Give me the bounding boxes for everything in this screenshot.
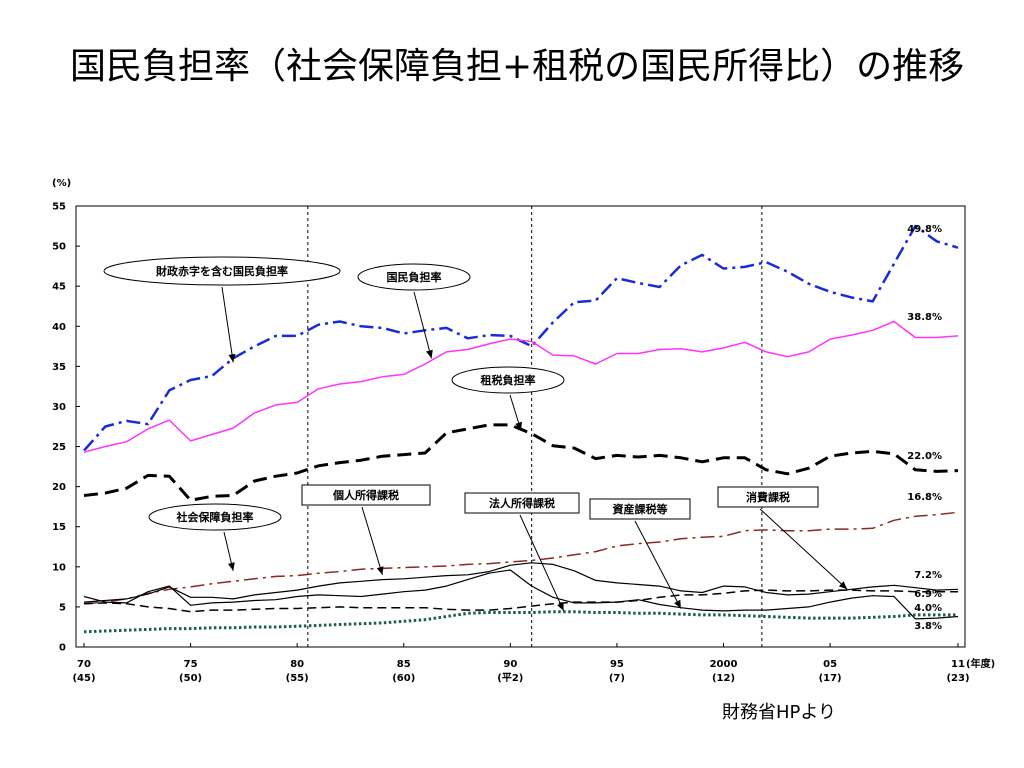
x-tick-label: 70	[77, 659, 91, 670]
x-tick-label: 90	[503, 659, 517, 670]
callout-arrowhead	[515, 421, 522, 431]
callout-box	[464, 492, 580, 514]
callout-leader	[759, 508, 848, 590]
x-tick-sublabel: (60)	[392, 673, 415, 684]
x-tick-sublabel: (45)	[72, 673, 95, 684]
callout-ellipse	[148, 503, 282, 531]
x-axis-unit: (年度)	[966, 657, 995, 670]
callout-label: 国民負担率	[387, 270, 442, 284]
callout-ellipse	[103, 256, 341, 286]
callout-leader	[413, 291, 432, 359]
x-tick-sublabel: (17)	[819, 673, 842, 684]
series-end-label: 6.9%	[914, 589, 942, 600]
series-line-4	[83, 511, 959, 605]
callout-arrowhead	[376, 566, 384, 575]
y-tick-label: 5	[59, 602, 66, 613]
callout-leader	[221, 286, 234, 363]
y-tick-label: 0	[59, 643, 66, 654]
series-end-label: 16.8%	[907, 492, 942, 503]
callout-box	[301, 484, 431, 506]
y-tick-label: 55	[52, 202, 66, 213]
plot-frame	[75, 205, 966, 648]
x-tick-sublabel: (7)	[609, 673, 625, 684]
y-tick-label: 10	[52, 562, 66, 573]
x-tick-sublabel: (23)	[946, 673, 969, 684]
x-tick-label: 05	[823, 659, 837, 670]
source-credit: 財務省HPより	[722, 702, 837, 723]
callout-ellipse	[451, 366, 565, 394]
x-tick-label: 85	[397, 659, 411, 670]
callout-label: 資産課税等	[613, 502, 668, 516]
callout-label: 財政赤字を含む国民負担率	[155, 264, 288, 278]
series-line-6	[83, 569, 959, 620]
y-tick-label: 15	[52, 522, 66, 533]
x-tick-label: 80	[290, 659, 304, 670]
callout-box	[589, 498, 691, 520]
series-line-5	[83, 562, 959, 603]
series-line-7	[83, 589, 958, 613]
series-end-label: 22.0%	[907, 451, 942, 462]
callout-arrowhead	[228, 562, 235, 571]
series-end-label: 49.8%	[907, 224, 942, 235]
series-line-2	[83, 320, 959, 453]
callout-box	[717, 486, 819, 508]
series-end-label: 3.8%	[914, 621, 942, 632]
series-line-3	[83, 423, 959, 502]
x-tick-label: 75	[184, 659, 198, 670]
x-tick-sublabel: (12)	[712, 673, 735, 684]
y-tick-label: 30	[52, 402, 66, 413]
series-end-label: 38.8%	[907, 312, 942, 323]
callout-arrowhead	[228, 353, 236, 363]
y-tick-label: 45	[52, 282, 66, 293]
series-line-1	[83, 224, 959, 452]
callout-label: 個人所得課税	[332, 488, 399, 502]
callout-ellipse	[357, 263, 471, 291]
x-tick-sublabel: (50)	[179, 673, 202, 684]
slide-title: 国民負担率（社会保障負担+租税の国民所得比）の推移	[70, 46, 965, 87]
x-tick-label: 11	[951, 659, 965, 670]
x-tick-label: 2000	[710, 659, 738, 670]
x-tick-sublabel: (55)	[286, 673, 309, 684]
callout-leader	[519, 514, 565, 612]
y-tick-label: 25	[52, 442, 66, 453]
callout-arrowhead	[838, 581, 848, 590]
callout-label: 法人所得課税	[489, 496, 555, 510]
y-tick-label: 50	[52, 242, 66, 253]
y-tick-label: 40	[52, 322, 66, 333]
y-tick-label: 20	[52, 482, 66, 493]
x-tick-sublabel: (平2)	[497, 672, 523, 684]
y-tick-label: 35	[52, 362, 66, 373]
callout-label: 社会保障負担率	[176, 510, 254, 524]
series-end-label: 4.0%	[914, 603, 942, 614]
callout-leader	[634, 520, 682, 609]
series-end-label: 7.2%	[914, 570, 942, 581]
series-line-8	[83, 610, 958, 634]
callout-arrowhead	[557, 602, 564, 611]
callout-arrowhead	[426, 349, 433, 359]
y-axis-unit: (%)	[52, 178, 71, 189]
callout-arrowhead	[674, 599, 681, 609]
callout-label: 租税負担率	[481, 373, 536, 387]
callout-leader	[361, 506, 383, 575]
callout-label: 消費課税	[746, 490, 790, 504]
x-tick-label: 95	[610, 659, 624, 670]
